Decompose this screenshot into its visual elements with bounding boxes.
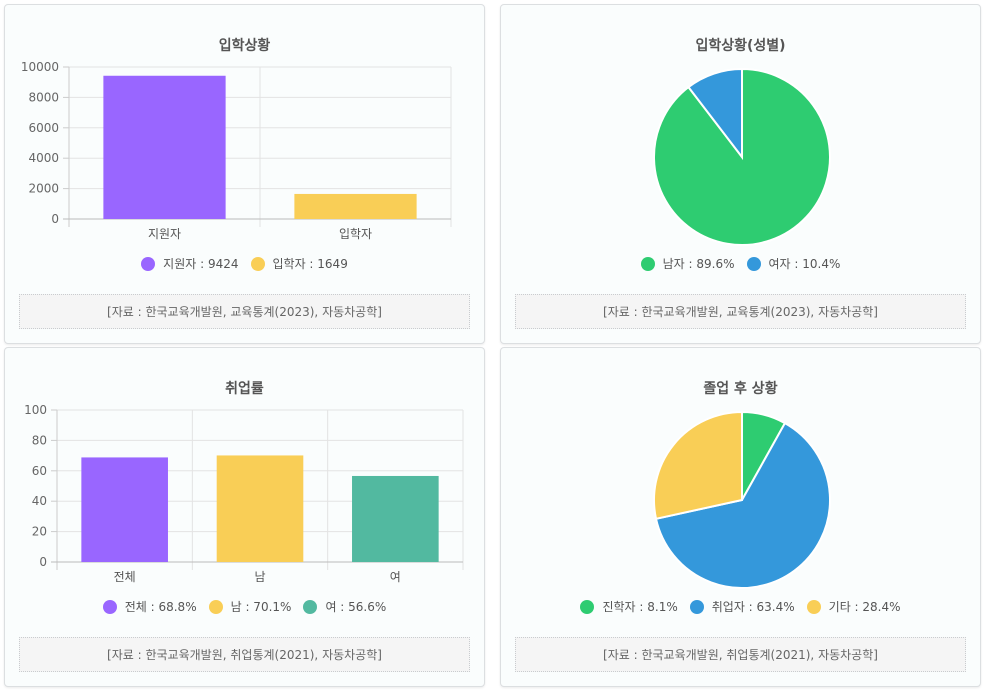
legend-label: 여 : 56.6% (325, 600, 387, 614)
y-tick-label: 2000 (28, 182, 59, 196)
bar-입학자 (294, 193, 417, 219)
legend-item: 기타 : 28.4% (806, 598, 901, 615)
chart-title: 입학상황(성별) (695, 38, 786, 54)
legend-item: 입학자 : 1649 (250, 255, 348, 272)
pie-chart-after-graduation (653, 410, 831, 589)
chart-legend: 지원자 : 9424 입학자 : 1649 (5, 255, 484, 272)
legend-label: 여자 : 10.4% (768, 257, 841, 271)
chart-card-admission: 입학상황 0 2000 4000 6000 8000 10000 지원자 입학자 지원자 : … (4, 4, 485, 344)
source-note: [자료 : 한국교육개발원, 교육통계(2023), 자동차공학] (19, 294, 470, 329)
pie-chart-admission-gender (653, 67, 831, 246)
y-tick-label: 10000 (21, 60, 59, 74)
legend-item: 진학자 : 8.1% (580, 598, 678, 615)
chart-card-admission-gender: 입학상황(성별) 남자 : 89.6% 여자 : 10.4% [자료 : 한국교육… (500, 4, 981, 344)
y-tick-label: 100 (24, 403, 47, 417)
legend-swatch (208, 599, 223, 614)
source-note: [자료 : 한국교육개발원, 취업통계(2021), 자동차공학] (19, 637, 470, 672)
legend-swatch (806, 599, 821, 614)
x-tick-label: 지원자 (148, 227, 181, 241)
y-tick-label: 20 (32, 525, 47, 539)
y-tick-label: 0 (51, 212, 59, 226)
bar-chart-employment: 0 20 40 60 80 100 전체 남 여 (24, 403, 464, 584)
legend-label: 지원자 : 9424 (163, 257, 239, 271)
legend-item: 여 : 56.6% (303, 598, 386, 615)
legend-swatch (689, 599, 704, 614)
legend-item: 남자 : 89.6% (640, 255, 735, 272)
x-tick-label: 입학자 (339, 227, 372, 241)
y-tick-label: 60 (32, 464, 47, 478)
legend-swatch (640, 256, 655, 271)
legend-swatch (250, 256, 265, 271)
source-note: [자료 : 한국교육개발원, 취업통계(2021), 자동차공학] (515, 637, 966, 672)
bar-여 (352, 475, 439, 562)
x-tick-label: 전체 (114, 570, 136, 584)
legend-label: 전체 : 68.8% (124, 600, 197, 614)
legend-label: 취업자 : 63.4% (711, 600, 795, 614)
chart-card-employment: 취업률 0 20 40 60 80 100 전체 남 여 전체 : 68.8% 남 : 70.1%… (4, 347, 485, 687)
y-tick-label: 0 (39, 555, 47, 569)
y-tick-label: 8000 (28, 90, 59, 104)
chart-title: 취업률 (225, 381, 264, 397)
legend-label: 남 : 70.1% (230, 600, 292, 614)
legend-item: 취업자 : 63.4% (689, 598, 795, 615)
pie-slice-취업자 (654, 421, 831, 589)
legend-item: 여자 : 10.4% (746, 255, 841, 272)
x-tick-label: 여 (390, 570, 401, 584)
y-tick-label: 4000 (28, 151, 59, 165)
bar-전체 (81, 457, 168, 562)
pie-slice-여자 (687, 67, 743, 160)
chart-title: 입학상황 (218, 38, 271, 54)
legend-swatch (303, 599, 318, 614)
legend-swatch (141, 256, 156, 271)
legend-item: 남 : 70.1% (208, 598, 292, 615)
pie-slice-기타 (653, 410, 743, 521)
bar-지원자 (103, 75, 226, 219)
y-tick-label: 40 (32, 494, 47, 508)
legend-swatch (746, 256, 761, 271)
bar-chart-admission: 0 2000 4000 6000 8000 10000 지원자 입학자 (21, 60, 452, 241)
legend-label: 진학자 : 8.1% (602, 600, 678, 614)
legend-swatch (102, 599, 117, 614)
legend-label: 기타 : 28.4% (828, 600, 901, 614)
legend-swatch (580, 599, 595, 614)
legend-label: 남자 : 89.6% (662, 257, 735, 271)
legend-item: 지원자 : 9424 (141, 255, 239, 272)
chart-title: 졸업 후 상황 (703, 381, 778, 397)
source-note: [자료 : 한국교육개발원, 교육통계(2023), 자동차공학] (515, 294, 966, 329)
chart-card-after-graduation: 졸업 후 상황 진학자 : 8.1% 취업자 : 63.4% 기타 : 28.4% … (500, 347, 981, 687)
bar-남 (216, 455, 304, 562)
chart-legend: 전체 : 68.8% 남 : 70.1% 여 : 56.6% (5, 598, 484, 615)
legend-label: 입학자 : 1649 (272, 257, 348, 271)
chart-legend: 진학자 : 8.1% 취업자 : 63.4% 기타 : 28.4% (501, 598, 980, 615)
legend-item: 전체 : 68.8% (102, 598, 197, 615)
x-tick-label: 남 (254, 570, 265, 584)
chart-legend: 남자 : 89.6% 여자 : 10.4% (501, 255, 980, 272)
y-tick-label: 80 (32, 433, 47, 447)
y-tick-label: 6000 (28, 121, 59, 135)
